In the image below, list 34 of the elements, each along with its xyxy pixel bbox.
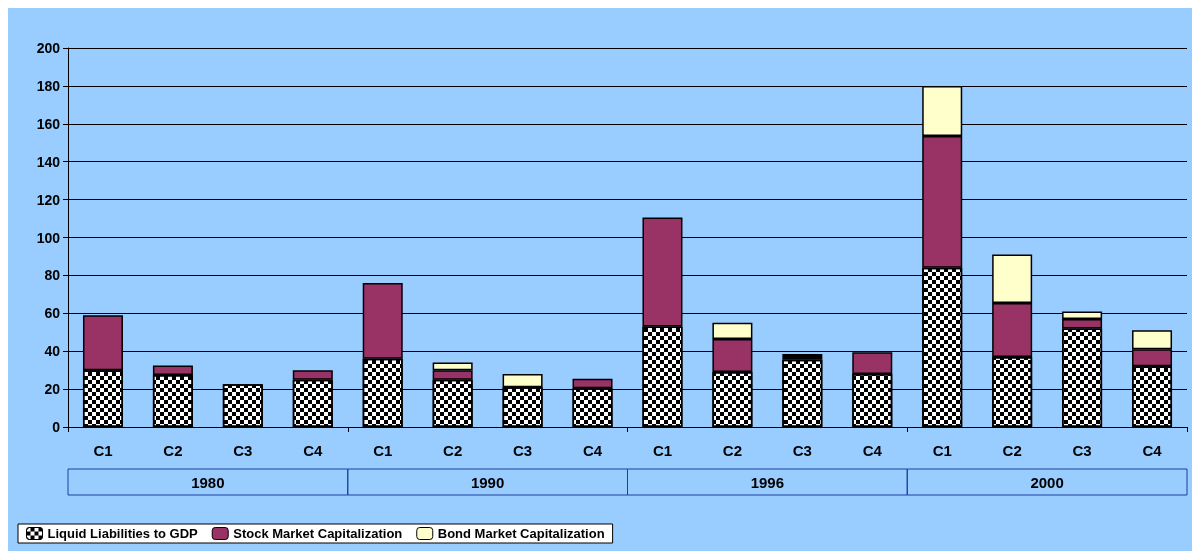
x-tick-label: C4: [303, 442, 324, 459]
y-tick-label: 40: [44, 343, 61, 360]
y-tick-label: 160: [36, 115, 61, 132]
x-tick-label: C4: [862, 442, 883, 459]
x-tick-label: C1: [652, 442, 673, 459]
x-tick-label: C2: [443, 442, 463, 459]
x-tick-label: C4: [1142, 442, 1163, 459]
text: 1990: [470, 473, 505, 491]
x-tick-label: C2: [163, 442, 183, 459]
y-tick-label: 180: [36, 77, 61, 94]
x-tick-label: C1: [93, 442, 113, 459]
legend-label: Bond Market Capitalization: [437, 526, 605, 541]
legend-label: Stock Market Capitalization: [233, 526, 403, 541]
y-tick-label: 80: [44, 267, 61, 284]
x-tick-label: C2: [1002, 442, 1022, 459]
x-tick-label: C1: [932, 442, 952, 459]
x-tick-label: C3: [233, 442, 253, 459]
y-tick-label: 60: [44, 305, 61, 322]
x-tick-label: C3: [792, 442, 812, 459]
text: 2000: [1030, 473, 1064, 491]
text: 1996: [750, 473, 785, 491]
x-tick-label: C1: [373, 442, 393, 459]
legend-label: Liquid Liabilities to GDP: [47, 526, 199, 541]
y-tick-label: 20: [44, 381, 61, 398]
x-tick-label: C2: [722, 442, 742, 459]
x-tick-label: C4: [582, 442, 603, 459]
text: 1980: [191, 473, 225, 491]
y-tick-label: 200: [36, 40, 61, 56]
y-tick-label: 100: [36, 229, 61, 246]
y-tick-label: 140: [36, 153, 61, 170]
y-tick-label: 0: [52, 419, 61, 435]
y-tick-label: 120: [36, 191, 61, 208]
x-tick-label: C3: [1072, 442, 1092, 459]
x-tick-label: C3: [513, 442, 533, 459]
